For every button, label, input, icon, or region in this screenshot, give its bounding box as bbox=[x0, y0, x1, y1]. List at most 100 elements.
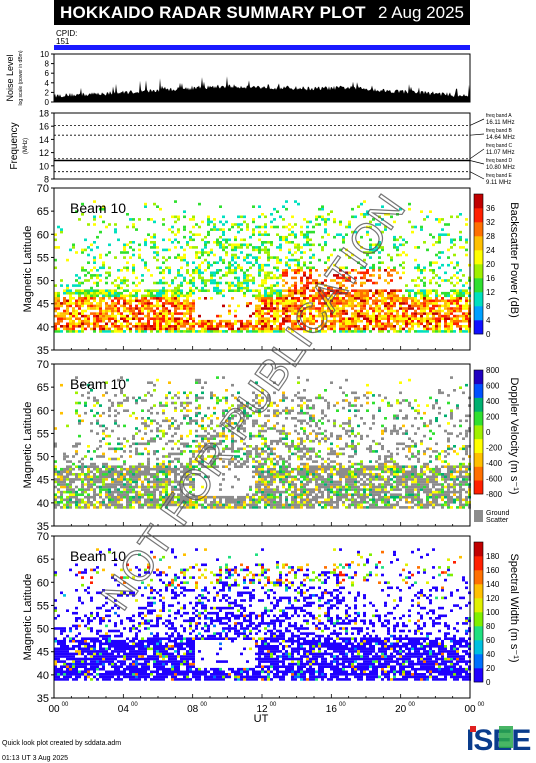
power-colorbar-tick: 12 bbox=[486, 288, 495, 297]
noise-frame bbox=[53, 53, 471, 103]
power-colorbar-tick: 36 bbox=[486, 204, 495, 213]
noise-ytick-label: 0 bbox=[45, 98, 50, 107]
velocity-ylabel: Magnetic Latitude bbox=[22, 402, 34, 489]
power-colorbar-segment bbox=[474, 236, 483, 251]
latitude-ytick-label: 55 bbox=[37, 252, 49, 264]
width-panel: 35 40 45 50 55 60 65 70 Magnetic Latitude Beam 10… bbox=[22, 531, 520, 705]
power-colorbar-tick: 32 bbox=[486, 218, 495, 227]
velocity-colorbar-tick: 0 bbox=[486, 428, 491, 437]
width-colorbar-segment bbox=[474, 570, 483, 585]
frequency-band-value: 9.11 MHz bbox=[486, 180, 511, 186]
power-colorbar-segment bbox=[474, 320, 483, 335]
footer-timestamp: 01:13 UT 3 Aug 2025 bbox=[2, 755, 68, 762]
power-colorbar-tick: 28 bbox=[486, 232, 495, 241]
velocity-colorbar-segment bbox=[474, 411, 483, 426]
footer-credit: Quick look plot created by sddata.adm bbox=[2, 740, 121, 747]
noise-ytick-label: 2 bbox=[45, 88, 50, 97]
latitude-ytick-label: 55 bbox=[37, 428, 49, 440]
velocity-colorbar-segment bbox=[474, 438, 483, 453]
latitude-ytick-label: 35 bbox=[37, 345, 49, 357]
width-colorbar-tick: 60 bbox=[486, 636, 495, 645]
x-tick-label: 00 bbox=[464, 704, 476, 715]
power-colorbar-segment bbox=[474, 194, 483, 209]
width-colorbar-tick: 120 bbox=[486, 594, 500, 603]
noise-ylabel: Noise Level bbox=[5, 54, 15, 101]
frequency-ytick-label: 8 bbox=[44, 175, 49, 185]
frequency-band-pointer bbox=[469, 148, 485, 160]
velocity-beam-label: Beam 10 bbox=[70, 376, 126, 392]
x-axis-label: UT bbox=[254, 713, 269, 725]
power-colorbar-segment bbox=[474, 306, 483, 321]
width-colorbar-tick: 20 bbox=[486, 664, 495, 673]
plot-date: 2 Aug 2025 bbox=[377, 3, 464, 22]
x-tick-label: 20 bbox=[395, 704, 407, 715]
x-tick-label: 16 bbox=[326, 704, 338, 715]
header-bar: HOKKAIDO RADAR SUMMARY PLOT 2 Aug 2025 bbox=[54, 0, 470, 25]
velocity-colorbar-title: Doppler Velocity (m s⁻¹) bbox=[508, 377, 520, 494]
noise-ylabel-sub: log scale (power in dBm) bbox=[18, 50, 24, 105]
width-colorbar-segment bbox=[474, 626, 483, 641]
velocity-panel: 35 40 45 50 55 60 65 70 Magnetic Latitude Beam 10… bbox=[22, 359, 520, 533]
latitude-ytick-label: 65 bbox=[37, 206, 49, 218]
ground-scatter-swatch bbox=[474, 510, 483, 522]
width-colorbar-tick: 100 bbox=[486, 608, 500, 617]
frequency-ytick-label: 18 bbox=[39, 109, 49, 119]
frequency-band-pointer bbox=[469, 171, 485, 180]
power-colorbar-tick: 4 bbox=[486, 316, 491, 325]
power-colorbar-segment bbox=[474, 222, 483, 237]
cpid-value: 151 bbox=[56, 37, 70, 46]
velocity-colorbar-segment bbox=[474, 480, 483, 495]
velocity-colorbar-frame bbox=[473, 369, 484, 495]
velocity-colorbar-segment bbox=[474, 452, 483, 467]
velocity-colorbar-segment bbox=[474, 383, 483, 398]
frequency-ylabel-sub: (MHz) bbox=[23, 138, 29, 154]
width-colorbar-tick: 180 bbox=[486, 552, 500, 561]
noise-ytick-label: 6 bbox=[45, 69, 50, 78]
width-colorbar-tick: 0 bbox=[486, 678, 491, 687]
frequency-band-label: freq band C bbox=[486, 143, 513, 149]
power-colorbar-segment bbox=[474, 250, 483, 265]
frequency-ytick-label: 12 bbox=[39, 148, 49, 158]
x-tick-sup: 00 bbox=[478, 702, 485, 708]
power-colorbar-segment bbox=[474, 278, 483, 293]
isee-logo: ISEE bbox=[466, 724, 531, 757]
power-colorbar-frame bbox=[473, 193, 484, 335]
velocity-colorbar-tick: 400 bbox=[486, 397, 500, 406]
velocity-colorbar-tick: 200 bbox=[486, 413, 500, 422]
width-scatter-cells bbox=[54, 548, 471, 681]
logo-red-mark bbox=[470, 726, 476, 732]
width-colorbar-segment bbox=[474, 598, 483, 613]
latitude-ytick-label: 70 bbox=[37, 531, 49, 543]
latitude-ytick-label: 50 bbox=[37, 452, 49, 464]
logo-green-mark bbox=[499, 726, 513, 748]
frequency-ytick-label: 14 bbox=[39, 135, 49, 145]
latitude-ytick-label: 40 bbox=[37, 498, 49, 510]
logo-text: ISEE bbox=[466, 724, 530, 757]
x-tick-sup: 00 bbox=[270, 702, 277, 708]
velocity-colorbar-segment bbox=[474, 397, 483, 412]
power-colorbar-segment bbox=[474, 264, 483, 279]
width-colorbar-tick: 80 bbox=[486, 622, 495, 631]
velocity-colorbar-tick: -400 bbox=[486, 459, 503, 468]
cpid-bar bbox=[54, 45, 470, 50]
power-colorbar-tick: 16 bbox=[486, 274, 495, 283]
frequency-band-pointer bbox=[469, 118, 485, 126]
x-tick-sup: 00 bbox=[408, 702, 415, 708]
width-beam-label: Beam 10 bbox=[70, 548, 126, 564]
velocity-colorbar-tick: 600 bbox=[486, 382, 500, 391]
latitude-ytick-label: 35 bbox=[37, 521, 49, 533]
frequency-panel: 8 10 12 14 16 18 freq band A16.11 MHz freq ban… bbox=[9, 109, 515, 187]
ground-scatter-label-2: Scatter bbox=[486, 517, 509, 524]
x-tick-sup: 00 bbox=[62, 702, 69, 708]
latitude-ytick-label: 45 bbox=[37, 475, 49, 487]
velocity-scatter-cells bbox=[54, 376, 471, 509]
frequency-band-label: freq band A bbox=[486, 113, 512, 119]
width-colorbar-segment bbox=[474, 668, 483, 683]
frequency-ylabel: Frequency bbox=[9, 122, 20, 169]
noise-ytick-label: 4 bbox=[45, 79, 50, 88]
ground-scatter-label: Ground bbox=[486, 510, 509, 517]
noise-area bbox=[54, 76, 470, 102]
power-colorbar-tick: 8 bbox=[486, 302, 491, 311]
latitude-ytick-label: 40 bbox=[37, 670, 49, 682]
